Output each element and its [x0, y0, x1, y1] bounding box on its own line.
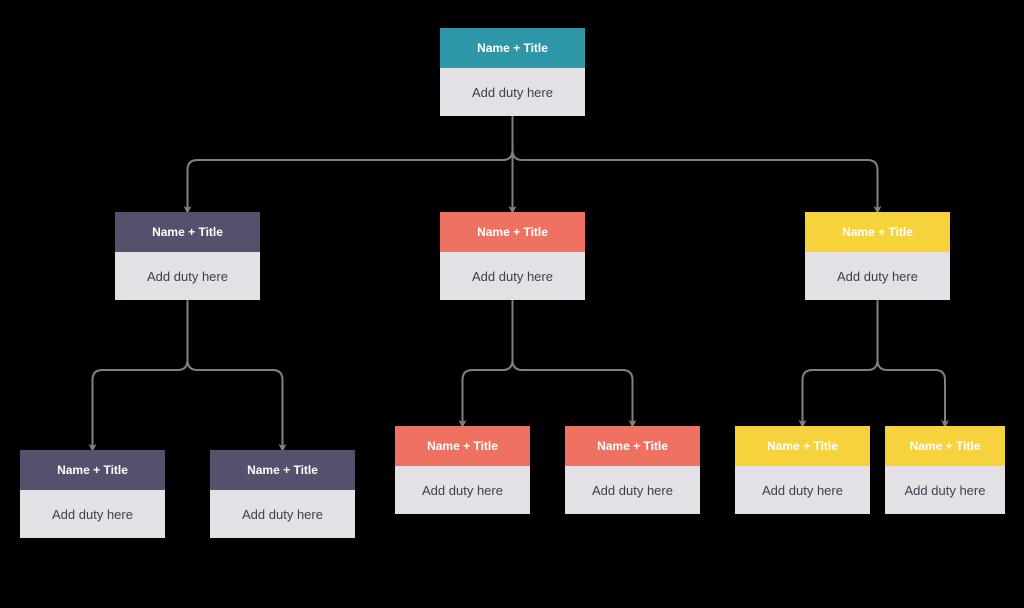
org-node-body: Add duty here: [565, 466, 700, 514]
org-node-l2c1[interactable]: Name + TitleAdd duty here: [735, 426, 870, 514]
org-node-body: Add duty here: [20, 490, 165, 538]
connector-l1b-l2b2: [513, 300, 633, 426]
org-node-body: Add duty here: [735, 466, 870, 514]
connector-l1c-l2c1: [803, 300, 878, 426]
org-node-body: Add duty here: [115, 252, 260, 300]
org-node-l2a1[interactable]: Name + TitleAdd duty here: [20, 450, 165, 538]
org-node-header: Name + Title: [395, 426, 530, 466]
connector-l1b-l2b1: [463, 300, 513, 426]
org-node-header: Name + Title: [565, 426, 700, 466]
org-node-l2a2[interactable]: Name + TitleAdd duty here: [210, 450, 355, 538]
connector-l1c-l2c2: [878, 300, 946, 426]
org-node-body: Add duty here: [885, 466, 1005, 514]
org-node-l2c2[interactable]: Name + TitleAdd duty here: [885, 426, 1005, 514]
org-node-l1b[interactable]: Name + TitleAdd duty here: [440, 212, 585, 300]
org-node-body: Add duty here: [440, 68, 585, 116]
org-node-header: Name + Title: [115, 212, 260, 252]
org-node-header: Name + Title: [440, 212, 585, 252]
connector-l1a-l2a2: [188, 300, 283, 450]
org-node-body: Add duty here: [805, 252, 950, 300]
org-node-body: Add duty here: [395, 466, 530, 514]
org-node-body: Add duty here: [440, 252, 585, 300]
org-node-header: Name + Title: [805, 212, 950, 252]
connector-l1a-l2a1: [93, 300, 188, 450]
org-node-header: Name + Title: [210, 450, 355, 490]
org-node-header: Name + Title: [735, 426, 870, 466]
org-node-header: Name + Title: [885, 426, 1005, 466]
org-node-l2b1[interactable]: Name + TitleAdd duty here: [395, 426, 530, 514]
org-node-l1a[interactable]: Name + TitleAdd duty here: [115, 212, 260, 300]
org-node-l1c[interactable]: Name + TitleAdd duty here: [805, 212, 950, 300]
connector-root-l1c: [513, 116, 878, 212]
org-chart-canvas: Name + TitleAdd duty hereName + TitleAdd…: [0, 0, 1024, 608]
connector-root-l1a: [188, 116, 513, 212]
org-node-l2b2[interactable]: Name + TitleAdd duty here: [565, 426, 700, 514]
org-node-body: Add duty here: [210, 490, 355, 538]
org-node-header: Name + Title: [20, 450, 165, 490]
org-node-root[interactable]: Name + TitleAdd duty here: [440, 28, 585, 116]
org-node-header: Name + Title: [440, 28, 585, 68]
